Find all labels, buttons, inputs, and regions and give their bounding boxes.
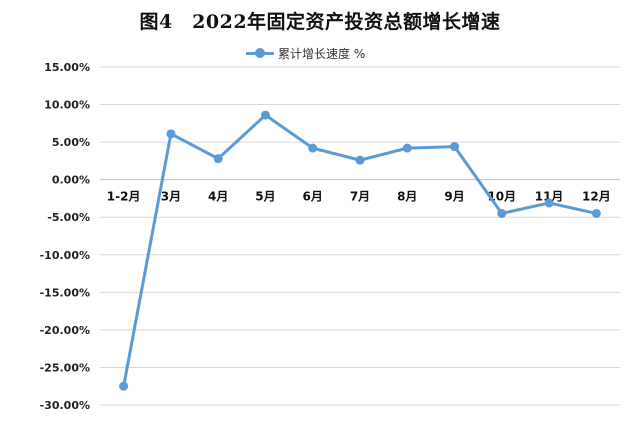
x-tick-label: 5月 xyxy=(255,190,275,204)
chart-title: 图4 2022年固定资产投资总额增长增速 xyxy=(139,11,501,33)
x-tick-label: 8月 xyxy=(397,190,417,204)
series-group xyxy=(119,110,601,391)
legend: 累计增长速度 % xyxy=(246,44,365,62)
y-tick-label: 5.00% xyxy=(52,136,90,149)
y-axis-ticks: 15.00% 10.00% 5.00% 0.00% -5.00% -10.00% -15.0… xyxy=(40,61,90,412)
y-tick-label: -25.00% xyxy=(40,361,90,374)
x-axis-ticks: 1-2月 3月 4月 5月 6月 7月 8月 9月 10月 11月 12月 xyxy=(107,190,611,204)
x-tick-label: 3月 xyxy=(161,190,181,204)
data-point xyxy=(260,110,270,120)
data-point xyxy=(497,208,507,218)
x-tick-label: 4月 xyxy=(208,190,228,204)
data-point xyxy=(544,198,554,208)
data-point xyxy=(591,208,601,218)
x-tick-label: 9月 xyxy=(444,190,464,204)
y-tick-label: -10.00% xyxy=(40,249,90,262)
data-point xyxy=(355,155,365,165)
y-tick-label: -5.00% xyxy=(47,211,90,224)
x-tick-label: 10月 xyxy=(487,190,516,204)
data-point xyxy=(450,142,460,152)
x-tick-label: 6月 xyxy=(303,190,323,204)
data-point xyxy=(213,154,223,164)
y-tick-label: 10.00% xyxy=(44,99,90,112)
x-tick-label: 12月 xyxy=(582,190,611,204)
y-tick-label: -20.00% xyxy=(40,324,90,337)
legend-label: 累计增长速度 % xyxy=(278,46,366,61)
x-tick-label: 7月 xyxy=(350,190,370,204)
x-tick-label: 11月 xyxy=(535,190,564,204)
y-tick-label: -30.00% xyxy=(40,399,90,412)
data-point xyxy=(308,143,318,153)
y-tick-label: 15.00% xyxy=(44,61,90,74)
y-tick-label: 0.00% xyxy=(52,174,90,187)
legend-line-marker xyxy=(246,46,274,60)
gridlines xyxy=(100,66,620,406)
data-point xyxy=(166,129,176,139)
y-tick-label: -15.00% xyxy=(40,286,90,299)
x-tick-label: 1-2月 xyxy=(107,190,141,204)
data-point xyxy=(402,143,412,153)
data-point xyxy=(119,381,129,391)
